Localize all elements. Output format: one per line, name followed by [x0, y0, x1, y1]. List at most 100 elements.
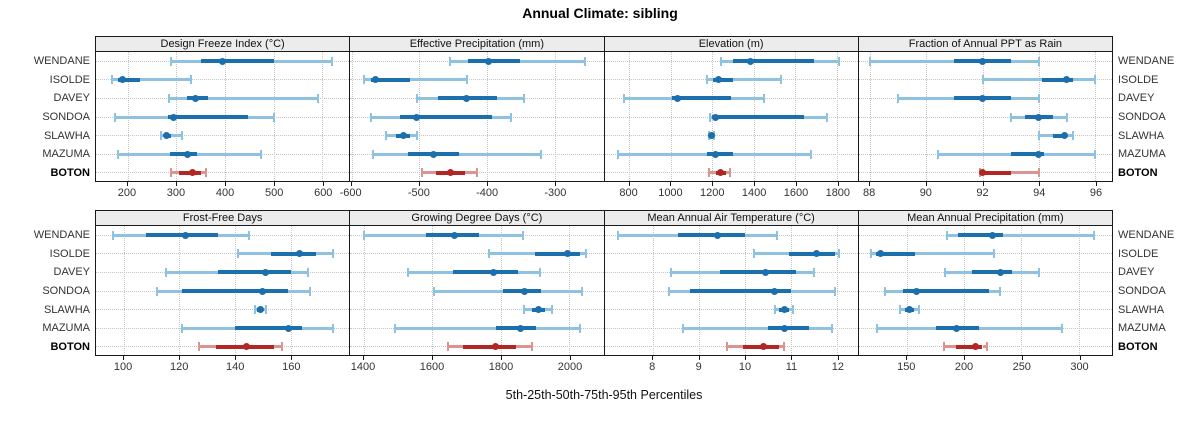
median-dot: [430, 150, 438, 158]
whisker-p75-p95: [519, 59, 586, 63]
panel-plot-area: [603, 52, 859, 182]
whisker-p75-p95: [1012, 270, 1039, 274]
panel-strip-frost-free-days: Frost-Free Days: [95, 210, 351, 226]
cap-p95: [992, 249, 995, 259]
cap-p95: [833, 286, 836, 296]
horizontal-gridline: [96, 172, 350, 174]
cap-p5: [981, 75, 984, 85]
median-dot: [463, 94, 471, 102]
median-dot: [492, 343, 500, 351]
cap-p95: [260, 149, 263, 159]
whisker-p75-p95: [809, 326, 833, 330]
cap-p5: [670, 267, 673, 277]
whisker-p75-p95: [170, 134, 183, 138]
whisker-p75-p95: [779, 345, 785, 349]
station-label-right-boton: BOTON: [1118, 166, 1158, 179]
median-dot: [183, 150, 191, 158]
cap-p5: [487, 249, 490, 259]
box-p25-p75: [235, 326, 302, 331]
median-dot: [712, 113, 720, 121]
whisker-p5-p25: [707, 78, 714, 82]
cap-p95: [1037, 93, 1040, 103]
horizontal-gridline: [350, 309, 604, 311]
box-p25-p75: [713, 77, 734, 82]
whisker-p5-p25: [946, 233, 959, 237]
median-dot: [717, 169, 725, 177]
median-dot: [747, 57, 755, 65]
cap-p5: [415, 93, 418, 103]
panel-title: Growing Degree Days (°C): [411, 212, 543, 224]
median-dot: [979, 169, 987, 177]
cap-p5: [197, 342, 200, 352]
axis-tick: [179, 356, 181, 360]
station-label-left-mazuma: MAZUMA: [42, 322, 90, 335]
whisker-p75-p95: [497, 96, 525, 100]
panel-title: Effective Precipitation (mm): [409, 38, 545, 50]
whisker-p75-p95: [248, 115, 274, 119]
horizontal-gridline: [350, 253, 604, 255]
horizontal-gridline: [858, 135, 1112, 137]
panel-mean-annual-air-temperature: Mean Annual Air Temperature (°C) 8 9 10 11 12: [603, 210, 859, 378]
whisker-p75-p95: [139, 78, 191, 82]
whisker-p5-p25: [447, 345, 464, 349]
panel-elevation: Elevation (m) 800 1000 1200 1400 1600 1800: [603, 36, 859, 204]
cap-p95: [986, 342, 989, 352]
whisker-p75-p95: [1066, 134, 1073, 138]
axis-tick: [274, 182, 276, 186]
whisker-p5-p25: [982, 78, 1042, 82]
median-dot: [989, 231, 997, 239]
whisker-p75-p95: [733, 78, 781, 82]
cap-p95: [540, 149, 543, 159]
cap-p5: [725, 342, 728, 352]
panel-x-axis: 800 1000 1200 1400 1600 1800: [604, 182, 859, 204]
cap-p5: [870, 249, 873, 259]
cap-p95: [918, 305, 921, 315]
whisker-p5-p25: [617, 152, 708, 156]
axis-tick: [837, 356, 839, 360]
station-label-right-wendane: WENDANE: [1118, 55, 1175, 68]
whisker-p75-p95: [409, 78, 467, 82]
box-p25-p75: [535, 251, 580, 256]
cap-p95: [1060, 323, 1063, 333]
station-label-right-sondoa: SONDOA: [1118, 285, 1166, 297]
cap-p95: [1094, 149, 1097, 159]
horizontal-gridline: [604, 253, 858, 255]
axis-tick-label: 250: [1012, 361, 1031, 373]
horizontal-gridline: [604, 172, 858, 174]
cap-p95: [309, 286, 312, 296]
cap-p95: [306, 267, 309, 277]
station-label-right-sondoa: SONDOA: [1118, 111, 1166, 123]
whisker-p5-p25: [618, 233, 679, 237]
cap-p95: [1065, 112, 1068, 122]
horizontal-gridline: [96, 135, 350, 137]
whisker-p5-p25: [198, 345, 216, 349]
cap-p5: [523, 305, 526, 315]
cap-p5: [111, 230, 114, 240]
box-p25-p75: [117, 77, 140, 82]
horizontal-gridline: [604, 135, 858, 137]
panel-plot-area: [349, 226, 605, 356]
axis-tick-label: 120: [169, 361, 189, 373]
cap-p5: [448, 56, 451, 66]
axis-tick: [652, 356, 654, 360]
median-dot: [1063, 76, 1071, 84]
cap-p95: [331, 249, 334, 259]
panel-x-axis: -600 -500 -400 -300: [340, 182, 604, 204]
cap-p5: [181, 323, 184, 333]
whisker-p75-p95: [540, 289, 583, 293]
box-p25-p75: [788, 251, 835, 256]
whisker-p75-p95: [262, 308, 266, 312]
whisker-p75-p95: [288, 289, 311, 293]
cap-p95: [415, 131, 418, 141]
panel-design-freeze-index: Design Freeze Index (°C) 200 300 400 500 600: [95, 36, 351, 204]
panel-strip-mean-annual-precipitation: Mean Annual Precipitation (mm): [857, 210, 1113, 226]
box-p25-p75: [167, 115, 249, 119]
cap-p95: [776, 230, 779, 240]
whisker-p75-p95: [274, 345, 283, 349]
whisker-p5-p25: [434, 289, 503, 293]
cap-p5: [884, 286, 887, 296]
axis-tick: [1039, 182, 1041, 186]
axis-tick-label: 300: [1070, 361, 1089, 373]
whisker-p75-p95: [290, 270, 308, 274]
axis-tick-label: 11: [785, 361, 798, 373]
